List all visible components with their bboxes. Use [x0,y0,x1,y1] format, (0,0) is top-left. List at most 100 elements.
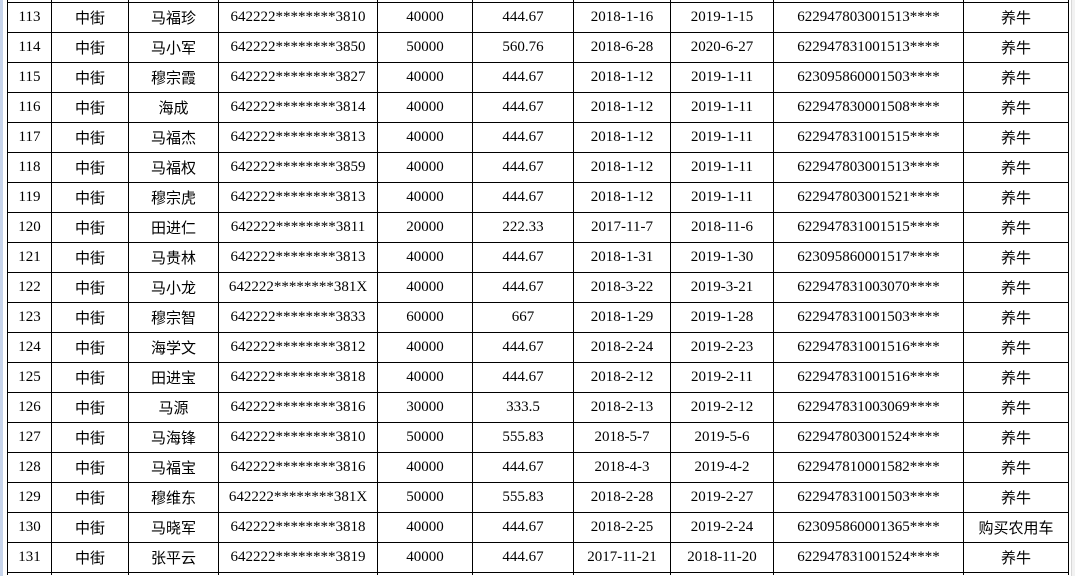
end-date-cell[interactable]: 2019-4-2 [670,452,774,483]
card-number-cell[interactable]: 622947831001503**** [773,482,964,513]
name-cell[interactable]: 穆宗霞 [128,62,219,93]
interest-cell[interactable]: 444.67 [472,122,574,153]
row-number-cell[interactable]: 122 [7,272,52,303]
start-date-cell[interactable]: 2017-11-21 [573,542,671,573]
name-cell[interactable]: 海学文 [128,332,219,363]
start-date-cell[interactable]: 2018-2-12 [573,362,671,393]
end-date-cell[interactable]: 2019-1-11 [670,152,774,183]
row-number-cell[interactable]: 127 [7,422,52,453]
end-date-cell[interactable]: 2020-6-27 [670,32,774,63]
town-cell[interactable]: 中街 [51,242,129,273]
interest-cell[interactable]: 560.76 [472,32,574,63]
town-cell[interactable]: 中街 [51,482,129,513]
purpose-cell[interactable]: 养牛 [963,32,1069,63]
row-number-cell[interactable]: 117 [7,122,52,153]
name-cell[interactable]: 马贵林 [128,242,219,273]
purpose-cell[interactable]: 养牛 [963,152,1069,183]
row-number-cell[interactable]: 115 [7,62,52,93]
id-number-cell[interactable]: 642222********381X [218,482,378,513]
card-number-cell[interactable]: 622947810001582**** [773,452,964,483]
purpose-cell[interactable]: 养牛 [963,302,1069,333]
purpose-cell[interactable]: 购买农用车 [963,512,1069,543]
row-number-cell[interactable]: 116 [7,92,52,123]
row-number-cell[interactable]: 119 [7,182,52,213]
town-cell[interactable]: 中街 [51,212,129,243]
interest-cell[interactable]: 555.83 [472,482,574,513]
name-cell[interactable]: 穆维东 [128,482,219,513]
id-number-cell[interactable]: 642222********3813 [218,242,378,273]
row-number-cell[interactable]: 121 [7,242,52,273]
amount-cell[interactable]: 40000 [377,92,473,123]
end-date-cell[interactable]: 2019-1-30 [670,242,774,273]
id-number-cell[interactable]: 642222********3816 [218,392,378,423]
card-number-cell[interactable]: 622947831001513**** [773,32,964,63]
town-cell[interactable]: 中街 [51,152,129,183]
amount-cell[interactable]: 30000 [377,392,473,423]
card-number-cell[interactable]: 622947831001515**** [773,122,964,153]
card-number-cell[interactable]: 622947803001513**** [773,2,964,33]
amount-cell[interactable]: 40000 [377,122,473,153]
interest-cell[interactable]: 333.5 [472,392,574,423]
town-cell[interactable]: 中街 [51,122,129,153]
name-cell[interactable]: 马福宝 [128,452,219,483]
start-date-cell[interactable]: 2018-3-22 [573,272,671,303]
name-cell[interactable]: 马小龙 [128,272,219,303]
card-number-cell[interactable]: 622947830001508**** [773,92,964,123]
card-number-cell[interactable]: 622947831003070**** [773,272,964,303]
town-cell[interactable]: 中街 [51,512,129,543]
start-date-cell[interactable]: 2018-1-31 [573,242,671,273]
start-date-cell[interactable]: 2018-1-12 [573,122,671,153]
start-date-cell[interactable]: 2018-2-25 [573,512,671,543]
row-number-cell[interactable]: 113 [7,2,52,33]
name-cell[interactable]: 海成 [128,92,219,123]
row-number-cell[interactable]: 129 [7,482,52,513]
town-cell[interactable]: 中街 [51,92,129,123]
end-date-cell[interactable]: 2019-2-12 [670,392,774,423]
town-cell[interactable]: 中街 [51,452,129,483]
town-cell[interactable]: 中街 [51,272,129,303]
start-date-cell[interactable]: 2017-11-7 [573,212,671,243]
row-number-cell[interactable]: 128 [7,452,52,483]
end-date-cell[interactable]: 2019-1-11 [670,122,774,153]
interest-cell[interactable]: 444.67 [472,92,574,123]
interest-cell[interactable]: 222.33 [472,212,574,243]
amount-cell[interactable]: 40000 [377,2,473,33]
town-cell[interactable]: 中街 [51,182,129,213]
purpose-cell[interactable]: 养牛 [963,272,1069,303]
amount-cell[interactable]: 20000 [377,212,473,243]
card-number-cell[interactable]: 622947831001515**** [773,212,964,243]
card-number-cell[interactable]: 622947831001524**** [773,542,964,573]
purpose-cell[interactable]: 养牛 [963,392,1069,423]
id-number-cell[interactable]: 642222********3811 [218,212,378,243]
amount-cell[interactable]: 50000 [377,482,473,513]
town-cell[interactable]: 中街 [51,2,129,33]
interest-cell[interactable]: 444.67 [472,152,574,183]
name-cell[interactable]: 马福杰 [128,122,219,153]
start-date-cell[interactable]: 2018-1-12 [573,182,671,213]
id-number-cell[interactable]: 642222********3813 [218,122,378,153]
purpose-cell[interactable]: 养牛 [963,92,1069,123]
end-date-cell[interactable]: 2019-2-23 [670,332,774,363]
purpose-cell[interactable]: 养牛 [963,452,1069,483]
id-number-cell[interactable]: 642222********3833 [218,302,378,333]
name-cell[interactable]: 马福权 [128,152,219,183]
id-number-cell[interactable]: 642222********3813 [218,182,378,213]
town-cell[interactable]: 中街 [51,392,129,423]
end-date-cell[interactable]: 2019-3-21 [670,272,774,303]
card-number-cell[interactable]: 623095860001517**** [773,242,964,273]
purpose-cell[interactable]: 养牛 [963,2,1069,33]
end-date-cell[interactable]: 2019-2-24 [670,512,774,543]
interest-cell[interactable]: 444.67 [472,452,574,483]
name-cell[interactable]: 马晓军 [128,512,219,543]
row-number-cell[interactable]: 118 [7,152,52,183]
card-number-cell[interactable]: 623095860001503**** [773,62,964,93]
interest-cell[interactable]: 444.67 [472,512,574,543]
id-number-cell[interactable]: 642222********381X [218,272,378,303]
end-date-cell[interactable]: 2019-1-11 [670,182,774,213]
card-number-cell[interactable]: 622947803001524**** [773,422,964,453]
id-number-cell[interactable]: 642222********3827 [218,62,378,93]
town-cell[interactable]: 中街 [51,542,129,573]
card-number-cell[interactable]: 622947831001516**** [773,362,964,393]
amount-cell[interactable]: 40000 [377,362,473,393]
id-number-cell[interactable]: 642222********3850 [218,32,378,63]
